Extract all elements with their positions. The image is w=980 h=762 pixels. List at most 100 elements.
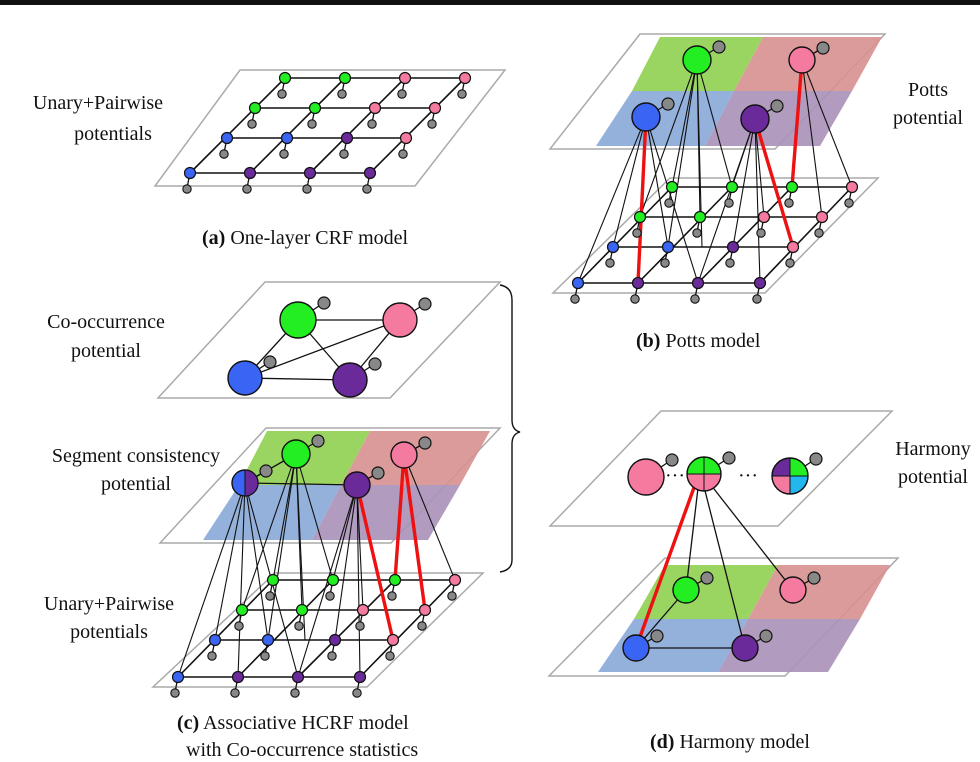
segment-node-purple-observation-node	[770, 99, 784, 113]
cooc-node-pink	[382, 302, 418, 338]
pixel-node-blue-observation-node	[260, 651, 270, 661]
panel-b: Potts potential (b) Potts model	[548, 33, 963, 352]
pixel-node-blue-observation-node	[207, 651, 217, 661]
panel-c-caption-letter: (c)	[177, 712, 199, 734]
pixel-node-blue	[606, 240, 620, 254]
panel-d-label-line2: potential	[898, 466, 968, 488]
pixel-node-pink-observation-node	[385, 651, 395, 661]
pixel-node-purple-observation-node	[752, 294, 762, 304]
pixel-node-green-observation-node	[337, 89, 347, 99]
segment-node-blue	[622, 634, 650, 662]
panel-c-segment-label-line1: Segment consistency	[52, 445, 220, 467]
segment-node-pink	[788, 46, 816, 74]
harmony-node-mixed-a-observation-node	[722, 451, 736, 465]
panel-d-region-purple	[718, 619, 860, 672]
pixel-node-pink-observation-node	[756, 228, 766, 238]
pixel-node-green	[388, 573, 402, 587]
panel-a: Unary+Pairwise potentials (a) One-layer …	[33, 69, 507, 249]
pixel-node-blue-observation-node	[605, 258, 615, 268]
panel-a-caption-text: One-layer CRF model	[225, 227, 408, 249]
pixel-node-green-observation-node	[664, 198, 674, 208]
pixel-node-pink	[418, 603, 432, 617]
pixel-node-pink	[399, 131, 413, 145]
pixel-node-green-observation-node	[265, 591, 275, 601]
pixel-node-green	[693, 210, 707, 224]
pixel-node-pink-observation-node	[398, 149, 408, 159]
panel-a-grid-edges	[189, 77, 466, 174]
segment-node-blue-observation-node	[259, 464, 273, 478]
pixel-node-green-observation-node	[724, 198, 734, 208]
pixel-node-purple-observation-node	[302, 184, 312, 194]
pixel-node-green	[248, 101, 262, 115]
segment-node-green	[672, 576, 700, 604]
panel-b-bottom-plane	[551, 177, 880, 294]
pixel-node-purple	[328, 633, 342, 647]
pixel-node-purple-observation-node	[230, 688, 240, 698]
panel-c-red-edges	[355, 454, 427, 641]
panel-c-unary-label-line2: potentials	[70, 621, 148, 643]
pixel-node-pink	[356, 603, 370, 617]
panel-b-region-blue	[596, 91, 734, 146]
panel-d-ellipsis-right: ···	[738, 465, 758, 487]
pixel-node-purple-observation-node	[362, 184, 372, 194]
segment-node-pink-observation-node	[816, 41, 830, 55]
segment-node-purple-observation-node	[759, 629, 773, 643]
pixel-node-green-observation-node	[247, 119, 257, 129]
pixel-node-green	[338, 71, 352, 85]
pixel-node-pink-observation-node	[814, 228, 824, 238]
segment-node-green	[281, 439, 311, 469]
pixel-node-pink	[368, 101, 382, 115]
panel-d-top-plane	[548, 410, 894, 527]
pixel-node-purple	[726, 240, 740, 254]
pixel-node-pink	[448, 573, 462, 587]
top-rule	[0, 0, 980, 5]
pixel-node-green	[278, 71, 292, 85]
pixel-node-purple-observation-node	[339, 149, 349, 159]
pixel-node-blue	[261, 633, 275, 647]
pixel-node-blue	[171, 670, 185, 684]
pixel-node-green	[785, 180, 799, 194]
pixel-node-green	[295, 603, 309, 617]
pixel-node-blue	[220, 131, 234, 145]
segment-node-pink	[779, 576, 807, 604]
panel-c-caption: (c) Associative HCRF model	[177, 712, 409, 734]
pixel-node-green-observation-node	[784, 198, 794, 208]
pixel-node-green	[266, 573, 280, 587]
panel-a-caption-letter: (a)	[202, 227, 225, 249]
panel-d-red-edge	[634, 470, 702, 649]
pixel-node-pink	[757, 210, 771, 224]
panel-b-red-edges	[636, 59, 804, 284]
pixel-node-blue-observation-node	[182, 184, 192, 194]
panel-c-segment-label-line2: potential	[101, 473, 171, 495]
pixel-node-purple	[231, 670, 245, 684]
pixel-node-green-observation-node	[277, 89, 287, 99]
pixel-node-pink-observation-node	[447, 591, 457, 601]
panel-c-region-blue	[203, 485, 341, 540]
pixel-node-blue	[661, 240, 675, 254]
pixel-node-blue-observation-node	[170, 688, 180, 698]
panel-d-caption: (d) Harmony model	[650, 731, 810, 753]
panel-c-bottom-plane	[151, 572, 485, 688]
harmony-node-pink	[627, 458, 665, 496]
panel-c-unary-label-line1: Unary+Pairwise	[44, 593, 174, 615]
pixel-node-purple	[291, 670, 305, 684]
panel-d-nodes	[622, 451, 823, 662]
panel-b-grid-edges	[577, 186, 853, 284]
pixel-node-pink-observation-node	[785, 258, 795, 268]
panel-c-cooc-label-line2: potential	[71, 340, 141, 362]
pixel-node-pink-observation-node	[367, 119, 377, 129]
pixel-node-purple-observation-node	[630, 294, 640, 304]
pixel-node-purple-observation-node	[690, 294, 700, 304]
pixel-node-blue-observation-node	[219, 149, 229, 159]
pixel-node-blue-observation-node	[660, 258, 670, 268]
cooc-node-blue-observation-node	[263, 355, 277, 369]
segment-node-green-observation-node	[311, 434, 325, 448]
segment-node-pink-observation-node	[418, 436, 432, 450]
panel-a-label-line1: Unary+Pairwise	[33, 92, 163, 114]
cooc-node-blue	[227, 360, 263, 396]
pixel-node-pink	[398, 71, 412, 85]
panel-d-caption-text: Harmony model	[674, 731, 810, 753]
pixel-node-green	[665, 180, 679, 194]
panel-a-label-line2: potentials	[74, 123, 152, 145]
